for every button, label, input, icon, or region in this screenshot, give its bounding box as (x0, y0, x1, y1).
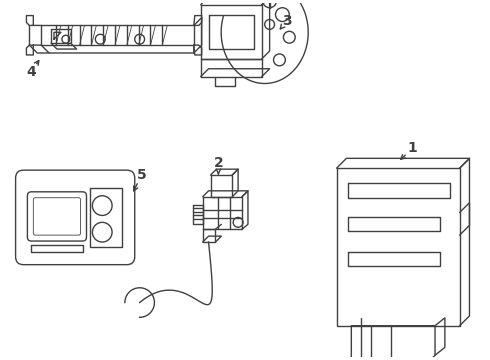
Text: 5: 5 (137, 168, 147, 182)
Text: 4: 4 (26, 65, 36, 79)
Text: 2: 2 (214, 156, 223, 170)
Text: 3: 3 (283, 14, 292, 27)
Text: 1: 1 (408, 141, 417, 156)
